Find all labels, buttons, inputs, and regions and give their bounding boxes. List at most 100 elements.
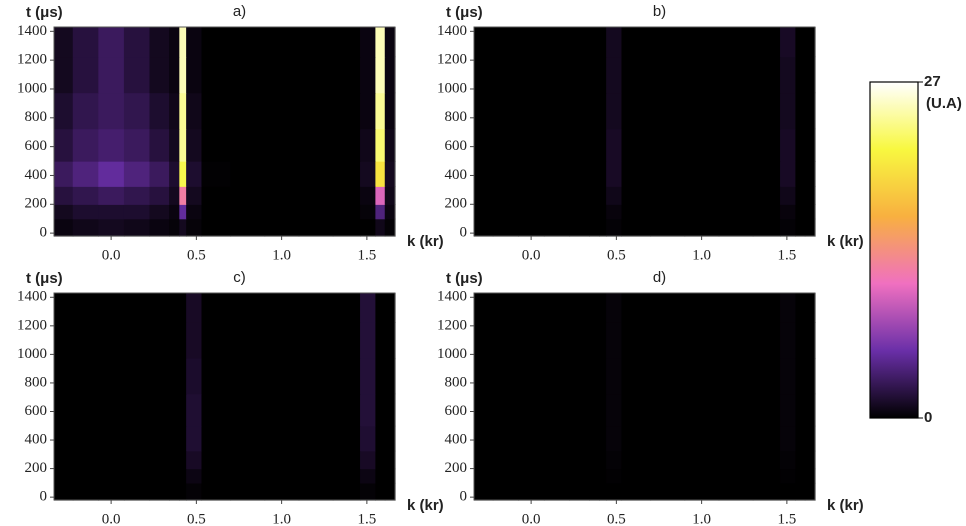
plot-frame xyxy=(53,26,396,237)
heatmap-cell xyxy=(264,218,300,237)
heatmap-cell xyxy=(543,322,571,359)
heatmap-cell xyxy=(98,92,125,130)
heatmap-cell xyxy=(650,322,686,359)
heatmap-cell xyxy=(179,56,187,94)
heatmap-cell xyxy=(384,186,396,205)
heatmap-cell xyxy=(684,357,720,395)
heatmap-cell xyxy=(606,218,623,237)
heatmap-cell xyxy=(375,92,386,130)
heatmap-cell xyxy=(718,393,754,427)
heatmap-cell xyxy=(795,450,806,470)
heatmap-cell xyxy=(360,56,376,94)
heatmap-cell xyxy=(684,425,720,452)
y-tick-label: 800 xyxy=(25,109,48,125)
heatmap-cell xyxy=(298,293,334,323)
heatmap-cell xyxy=(804,204,816,220)
heatmap-cell xyxy=(201,450,232,470)
heatmap-cell xyxy=(569,393,590,427)
heatmap-cell xyxy=(375,128,386,162)
heatmap-cell xyxy=(72,92,99,130)
heatmap-cell xyxy=(230,393,266,427)
heatmap-cell xyxy=(149,322,170,359)
heatmap-cell xyxy=(264,468,300,484)
heatmap-cell xyxy=(332,92,361,130)
heatmap-cell xyxy=(98,393,125,427)
heatmap-cell xyxy=(264,393,300,427)
heatmap-cell xyxy=(569,322,590,359)
y-tick-label: 200 xyxy=(445,460,468,476)
heatmap-cell xyxy=(795,27,806,58)
heatmap-cell xyxy=(72,393,99,427)
heatmap-cell xyxy=(718,27,754,58)
heatmap-cell xyxy=(804,128,816,162)
heatmap-cell xyxy=(589,218,600,237)
heatmap-cell xyxy=(684,128,720,162)
heatmap-cell xyxy=(384,468,396,484)
heatmap-cell xyxy=(384,204,396,220)
heatmap-cell xyxy=(375,357,386,395)
heatmap-cell xyxy=(718,186,754,205)
heatmap-cell xyxy=(474,425,494,452)
x-tick-label: 1.0 xyxy=(692,247,711,263)
heatmap-cell xyxy=(621,161,652,187)
heatmap-cell xyxy=(752,293,781,323)
y-tick-label: 200 xyxy=(25,196,48,212)
heatmap-cell xyxy=(804,161,816,187)
heatmap-cell xyxy=(650,218,686,237)
heatmap-cell xyxy=(606,128,623,162)
heatmap-cell xyxy=(569,468,590,484)
heatmap-cell xyxy=(98,468,125,484)
heatmap-cell xyxy=(543,357,571,395)
heatmap-cell xyxy=(169,218,180,237)
heatmap-cell xyxy=(123,161,151,187)
heatmap-cell xyxy=(264,482,300,501)
colorbar-tick-label: 0 xyxy=(924,409,932,426)
heatmap-cell xyxy=(752,322,781,359)
heatmap-cell xyxy=(230,468,266,484)
heatmap-cell xyxy=(543,293,571,323)
heatmap-cell xyxy=(201,128,232,162)
heatmap-cell xyxy=(650,92,686,130)
heatmap-cell xyxy=(492,218,519,237)
heatmap-cell xyxy=(589,161,600,187)
heatmap-cell xyxy=(54,393,74,427)
heatmap-cell xyxy=(264,204,300,220)
heatmap-cell xyxy=(384,128,396,162)
heatmap-cell xyxy=(332,357,361,395)
heatmap-cell xyxy=(72,204,99,220)
heatmap-cell xyxy=(569,425,590,452)
heatmap-cell xyxy=(621,425,652,452)
heatmap-cell xyxy=(621,218,652,237)
heatmap-cell xyxy=(650,128,686,162)
heatmap-cell xyxy=(518,186,545,205)
heatmap-cell xyxy=(186,161,203,187)
heatmap-cell xyxy=(54,322,74,359)
heatmap-cell xyxy=(375,322,386,359)
heatmap-cell xyxy=(684,218,720,237)
y-tick-label: 1400 xyxy=(437,23,467,39)
heatmap-cell xyxy=(169,128,180,162)
heatmap-cell xyxy=(684,293,720,323)
heatmap-cell xyxy=(543,128,571,162)
heatmap-cell xyxy=(621,393,652,427)
heatmap-cell xyxy=(54,293,74,323)
heatmap-cell xyxy=(650,27,686,58)
x-tick-label: 0.5 xyxy=(187,247,206,263)
heatmap-cell xyxy=(332,128,361,162)
heatmap-cell xyxy=(518,27,545,58)
heatmap-cell xyxy=(264,27,300,58)
heatmap-cell xyxy=(149,293,170,323)
heatmap-cell xyxy=(569,56,590,94)
heatmap-cell xyxy=(650,357,686,395)
heatmap-cell xyxy=(332,27,361,58)
heatmap-cell xyxy=(72,322,99,359)
heatmap-cell xyxy=(589,322,600,359)
heatmap-cell xyxy=(149,92,170,130)
x-axis-label: k (kr) xyxy=(827,233,864,250)
y-tick-label: 600 xyxy=(445,138,468,154)
heatmap-cell xyxy=(795,92,806,130)
heatmap-cell xyxy=(474,468,494,484)
heatmap-cell xyxy=(332,425,361,452)
heatmap-cell xyxy=(98,425,125,452)
heatmap-cell xyxy=(264,56,300,94)
